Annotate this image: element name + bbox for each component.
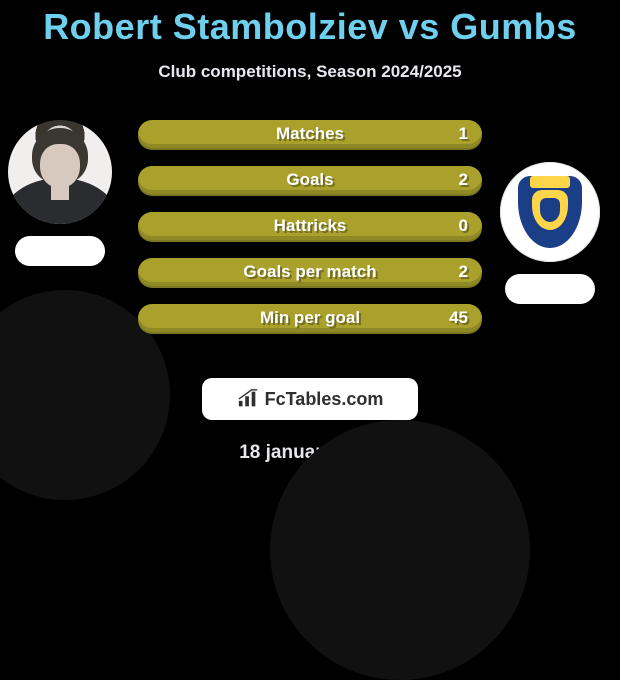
player-right <box>490 162 610 304</box>
stat-label: Hattricks <box>138 212 482 240</box>
stat-value-right: 45 <box>449 304 468 332</box>
stats-bars: Matches1Goals2Hattricks0Goals per match2… <box>138 120 482 332</box>
attribution-text: FcTables.com <box>265 389 384 410</box>
stat-bar: Goals per match2 <box>138 258 482 286</box>
stat-label: Matches <box>138 120 482 148</box>
comparison-subtitle: Club competitions, Season 2024/2025 <box>0 62 620 82</box>
stat-value-right: 0 <box>459 212 468 240</box>
stat-label: Goals per match <box>138 258 482 286</box>
comparison-area: Matches1Goals2Hattricks0Goals per match2… <box>0 120 620 360</box>
comparison-title: Robert Stambolziev vs Gumbs <box>0 0 620 48</box>
player-right-flag <box>505 274 595 304</box>
stat-value-right: 2 <box>459 166 468 194</box>
player-right-crest <box>500 162 600 262</box>
stat-label: Goals <box>138 166 482 194</box>
bars-icon <box>237 389 259 409</box>
stat-value-right: 2 <box>459 258 468 286</box>
attribution-badge: FcTables.com <box>202 378 418 420</box>
player-left <box>0 120 120 266</box>
player-left-flag <box>15 236 105 266</box>
stat-bar: Min per goal45 <box>138 304 482 332</box>
stat-bar: Matches1 <box>138 120 482 148</box>
player-left-avatar <box>8 120 112 224</box>
stat-value-right: 1 <box>459 120 468 148</box>
stat-bar: Goals2 <box>138 166 482 194</box>
stat-bar: Hattricks0 <box>138 212 482 240</box>
stat-label: Min per goal <box>138 304 482 332</box>
